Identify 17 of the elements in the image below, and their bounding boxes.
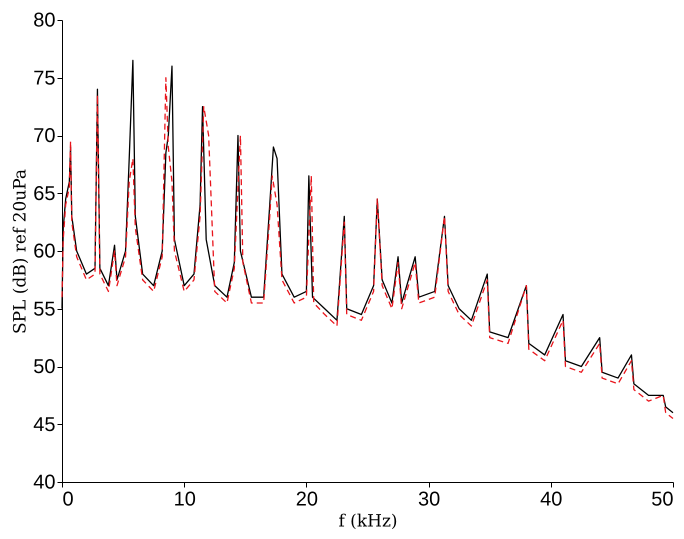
y-tick-label: 70 <box>33 125 56 147</box>
y-tick-label: 60 <box>33 240 56 262</box>
x-tick-label: 0 <box>62 488 74 510</box>
x-tick-label: 30 <box>418 488 440 510</box>
x-tick-label: 10 <box>174 488 196 510</box>
x-axis-title: f (kHz) <box>338 512 398 532</box>
x-tick-label: 20 <box>296 488 318 510</box>
y-tick-label: 65 <box>33 182 56 205</box>
x-tick-label: 40 <box>540 488 562 510</box>
y-axis-title: SPL (dB) ref 20uPa <box>10 168 30 334</box>
y-tick-label: 55 <box>33 298 56 320</box>
y-tick-label: 45 <box>33 414 56 436</box>
y-tick-label: 75 <box>33 67 56 90</box>
y-tick-label: 50 <box>33 356 56 378</box>
y-tick-label: 80 <box>33 10 56 32</box>
y-tick-label: 40 <box>33 472 56 494</box>
x-tick-label: 50 <box>651 488 674 510</box>
